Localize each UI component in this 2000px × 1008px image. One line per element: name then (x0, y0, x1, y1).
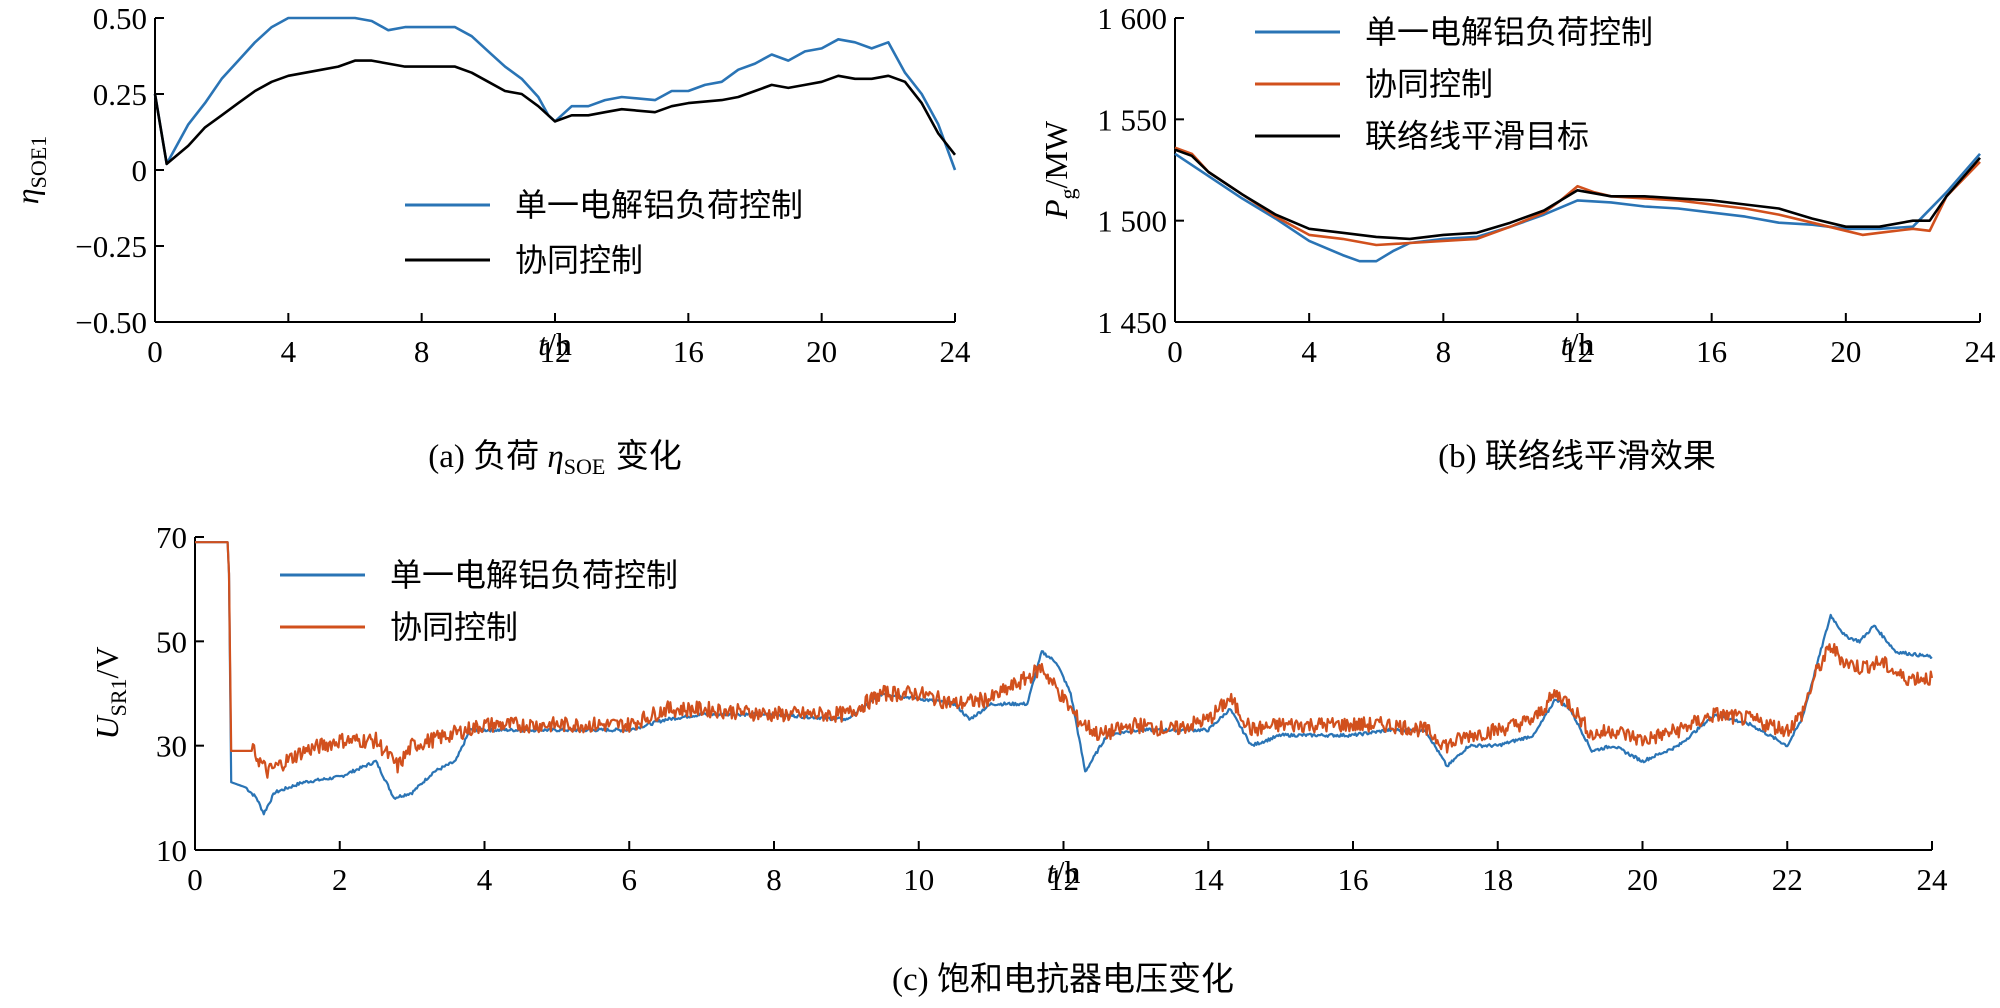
y-tick-label: 1 600 (1097, 1, 1167, 36)
x-tick-label: 0 (147, 334, 163, 369)
x-tick-label: 16 (1696, 334, 1727, 369)
x-axis-label: t/h (1047, 854, 1081, 890)
x-tick-label: 0 (187, 862, 203, 897)
y-tick-label: 0.50 (93, 1, 147, 36)
series-line-2 (1174, 146, 1981, 247)
x-axis-label: t/h (1561, 326, 1595, 362)
legend-label: 协同控制 (515, 241, 643, 279)
x-axis-label: t/h (538, 326, 572, 362)
legend-label: 单一电解铝负荷控制 (390, 556, 678, 594)
x-tick-label: 8 (766, 862, 782, 897)
x-tick-label: 24 (1917, 862, 1949, 897)
figure-caption: (a) 负荷 ηSOE 变化 (428, 436, 682, 479)
x-tick-label: 20 (1830, 334, 1861, 369)
x-tick-label: 4 (477, 862, 493, 897)
legend-label: 联络线平滑目标 (1365, 117, 1589, 155)
chart-a: 0 4 8 12 16 20 24 0.50 0.25 0 −0.25 −0.50 t/h ηSOE1 单一… (9, 1, 971, 479)
series-line-2 (153, 59, 957, 166)
x-tick-label: 8 (1436, 334, 1452, 369)
x-tick-label: 4 (1301, 334, 1317, 369)
y-tick-label: 1 500 (1097, 204, 1167, 239)
legend-label: 协同控制 (390, 608, 518, 646)
series-line-1 (1174, 152, 1981, 263)
chart-b: 0 4 8 12 16 20 24 1 600 1 550 1 500 1 450 t/h Pg/MW 单… (1038, 1, 1996, 475)
y-axis-label: USR1/V (89, 646, 131, 739)
y-tick-label: −0.25 (75, 229, 147, 264)
series-line-3 (1174, 148, 1981, 241)
x-tick-label: 20 (1627, 862, 1658, 897)
x-tick-label: 14 (1193, 862, 1225, 897)
y-tick-label: 10 (156, 833, 187, 868)
legend-label: 协同控制 (1365, 65, 1493, 103)
y-tick-label: 70 (156, 520, 187, 555)
x-tick-label: 12 (540, 334, 571, 369)
x-tick-label: 8 (414, 334, 430, 369)
x-tick-label: 24 (940, 334, 972, 369)
x-tick-label: 22 (1772, 862, 1803, 897)
x-tick-label: 16 (673, 334, 704, 369)
y-tick-label: −0.50 (75, 305, 147, 340)
x-tick-label: 20 (806, 334, 837, 369)
figure-caption: (c) 饱和电抗器电压变化 (892, 959, 1234, 998)
x-tick-label: 0 (1167, 334, 1183, 369)
x-tick-label: 12 (1562, 334, 1593, 369)
y-tick-label: 30 (156, 729, 187, 764)
y-tick-label: 0.25 (93, 77, 147, 112)
x-tick-label: 4 (281, 334, 297, 369)
y-axis-label: ηSOE1 (9, 136, 51, 204)
series-line-1 (153, 16, 957, 171)
y-tick-label: 1 550 (1097, 102, 1167, 137)
legend-label: 单一电解铝负荷控制 (515, 186, 803, 224)
figure-caption: (b) 联络线平滑效果 (1438, 436, 1716, 475)
x-tick-label: 10 (903, 862, 934, 897)
legend-label: 单一电解铝负荷控制 (1365, 13, 1653, 51)
x-tick-label: 18 (1482, 862, 1513, 897)
y-tick-label: 50 (156, 624, 187, 659)
y-tick-label: 0 (132, 153, 148, 188)
x-tick-label: 12 (1048, 862, 1079, 897)
series-line-2 (195, 541, 1934, 779)
x-tick-label: 6 (622, 862, 638, 897)
x-tick-label: 2 (332, 862, 348, 897)
x-tick-label: 16 (1338, 862, 1369, 897)
chart-c: 0 2 4 6 8 10 12 14 16 18 20 22 2470503010t/hUSR1/V单一… (89, 520, 1948, 998)
y-tick-label: 1 450 (1097, 305, 1167, 340)
x-tick-label: 24 (1965, 334, 1997, 369)
y-axis-label: Pg/MW (1038, 120, 1080, 220)
